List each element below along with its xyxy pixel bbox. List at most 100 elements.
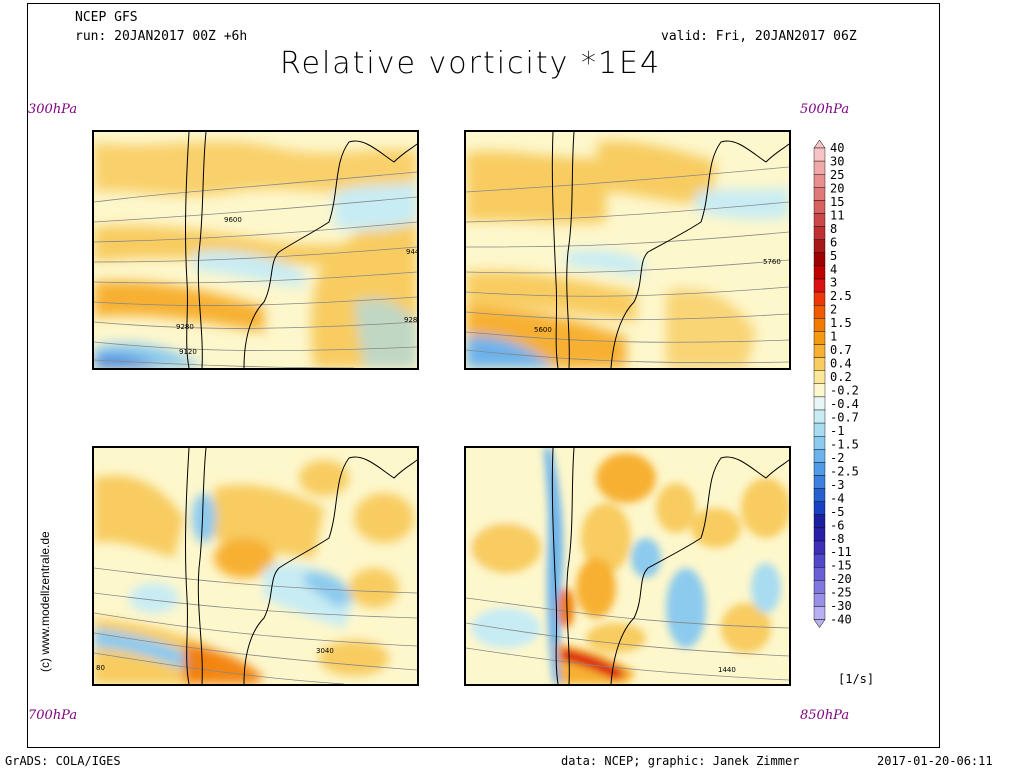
colorbar-tick-label: -30: [830, 599, 852, 613]
colorbar-tick-label: -15: [830, 559, 852, 573]
colorbar-swatch: [813, 174, 826, 188]
colorbar-swatch: [813, 200, 826, 214]
contour-label: 80: [96, 664, 105, 672]
colorbar-arrow-bottom: [813, 619, 826, 629]
contour-label: 9120: [179, 348, 197, 356]
colorbar-swatch: [813, 252, 826, 267]
colorbar-tick-label: -0.2: [830, 384, 859, 398]
contour-label: 1440: [718, 666, 736, 674]
copyright-label: (c) www.modellzentrale.de: [38, 531, 52, 672]
colorbar-tick-label: -8: [830, 532, 844, 546]
colorbar-swatch: [813, 540, 826, 555]
level-label-300: 300hPa: [28, 102, 78, 117]
colorbar-tick-label: 1.5: [830, 316, 852, 330]
colorbar-tick-label: 11: [830, 208, 844, 222]
colorbar-swatch: [813, 226, 826, 240]
colorbar-swatch: [813, 213, 826, 227]
colorbar-tick-label: -2.5: [830, 464, 859, 478]
colorbar-swatch: [813, 370, 826, 384]
colorbar-tick-label: -1.5: [830, 437, 859, 451]
colorbar-swatch: [813, 593, 826, 607]
colorbar-tick-label: -1: [830, 424, 844, 438]
footer-software: GrADS: COLA/IGES: [5, 754, 121, 768]
contour-label: 5600: [534, 326, 552, 334]
colorbar-tick-label: 6: [830, 235, 837, 249]
map-panel-850hpa: 1440: [464, 446, 791, 686]
plot-title: Relative vorticity *1E4: [280, 46, 662, 81]
colorbar-tick-label: -0.7: [830, 410, 859, 424]
colorbar-swatch: [813, 475, 826, 489]
colorbar-swatch: [813, 422, 826, 437]
colorbar-tick-label: -3: [830, 478, 844, 492]
colorbar-arrow-top: [813, 139, 826, 149]
colorbar-tick-label: 3: [830, 276, 837, 290]
colorbar-tick-label: -11: [830, 545, 852, 559]
map-panel-300hpa: 9600 9280 9120 944 928: [92, 130, 419, 370]
colorbar-tick-label: 40: [830, 141, 844, 155]
plot-frame: [27, 3, 940, 748]
colorbar-tick-label: 2: [830, 303, 837, 317]
colorbar-tick-label: 25: [830, 168, 844, 182]
colorbar-tick-label: -40: [830, 613, 852, 627]
colorbar-unit: [1/s]: [838, 672, 875, 686]
footer-timestamp: 2017-01-20-06:11: [877, 754, 993, 768]
colorbar-swatch: [813, 409, 826, 424]
colorbar-tick-label: -0.4: [830, 397, 859, 411]
colorbar-swatch: [813, 304, 826, 319]
colorbar-tick-label: -20: [830, 572, 852, 586]
colorbar-swatch: [813, 488, 826, 502]
colorbar-tick-label: 0.4: [830, 357, 852, 371]
colorbar-swatch: [813, 449, 826, 463]
colorbar-swatch: [813, 187, 826, 201]
colorbar: 40 30 25 20 15 11 8 6 5 4 3 2.5 2 1.5 1 0.7 0.4 0.2 -0.2 -0…: [812, 139, 882, 640]
colorbar-swatch: [813, 160, 826, 175]
colorbar-tick-label: 30: [830, 154, 844, 168]
colorbar-swatch: [813, 265, 826, 280]
colorbar-swatch: [813, 580, 826, 594]
colorbar-swatch: [813, 606, 826, 620]
colorbar-tick-label: 15: [830, 195, 844, 209]
contour-label: 9280: [176, 323, 194, 331]
contour-label: 944: [406, 248, 417, 256]
colorbar-swatch: [813, 462, 826, 476]
colorbar-swatch: [813, 396, 826, 411]
colorbar-swatch: [813, 291, 826, 306]
colorbar-swatch: [813, 383, 826, 398]
colorbar-tick-label: 8: [830, 222, 837, 236]
colorbar-swatch: [813, 514, 826, 529]
colorbar-swatch: [813, 436, 826, 450]
colorbar-tick-label: -25: [830, 586, 852, 600]
colorbar-swatch: [813, 527, 826, 542]
level-label-850: 850hPa: [800, 708, 850, 723]
level-label-700: 700hPa: [28, 708, 78, 723]
contour-label: 3040: [316, 647, 334, 655]
colorbar-tick-label: 0.2: [830, 370, 852, 384]
colorbar-swatch: [813, 331, 826, 345]
colorbar-tick-label: 20: [830, 181, 844, 195]
colorbar-tick-label: 0.7: [830, 343, 852, 357]
colorbar-tick-label: -6: [830, 518, 844, 532]
colorbar-swatch: [813, 278, 826, 293]
colorbar-tick-label: 4: [830, 262, 837, 276]
contour-label: 5760: [763, 258, 781, 266]
contour-label: 928: [404, 316, 417, 324]
colorbar-tick-label: -2: [830, 451, 844, 465]
colorbar-swatch: [813, 147, 826, 162]
colorbar-swatch: [813, 239, 826, 253]
run-info: run: 20JAN2017 00Z +6h: [75, 29, 248, 44]
map-panel-700hpa: 3040 80: [92, 446, 419, 686]
colorbar-svg: 403025201511865432.521.510.70.40.2-0.2-0…: [813, 139, 859, 629]
map-panel-500hpa: 5760 5600: [464, 130, 791, 370]
colorbar-tick-label: 2.5: [830, 289, 852, 303]
colorbar-tick-label: -4: [830, 491, 844, 505]
colorbar-swatch: [813, 501, 826, 516]
colorbar-swatch: [813, 318, 826, 332]
model-name: NCEP GFS: [75, 10, 138, 25]
valid-time: valid: Fri, 20JAN2017 06Z: [661, 29, 857, 44]
level-label-500: 500hPa: [800, 102, 850, 117]
colorbar-tick-label: 1: [830, 330, 837, 344]
colorbar-swatch: [813, 357, 826, 371]
colorbar-swatch: [813, 344, 826, 358]
colorbar-tick-label: -5: [830, 505, 844, 519]
colorbar-swatch: [813, 567, 826, 581]
